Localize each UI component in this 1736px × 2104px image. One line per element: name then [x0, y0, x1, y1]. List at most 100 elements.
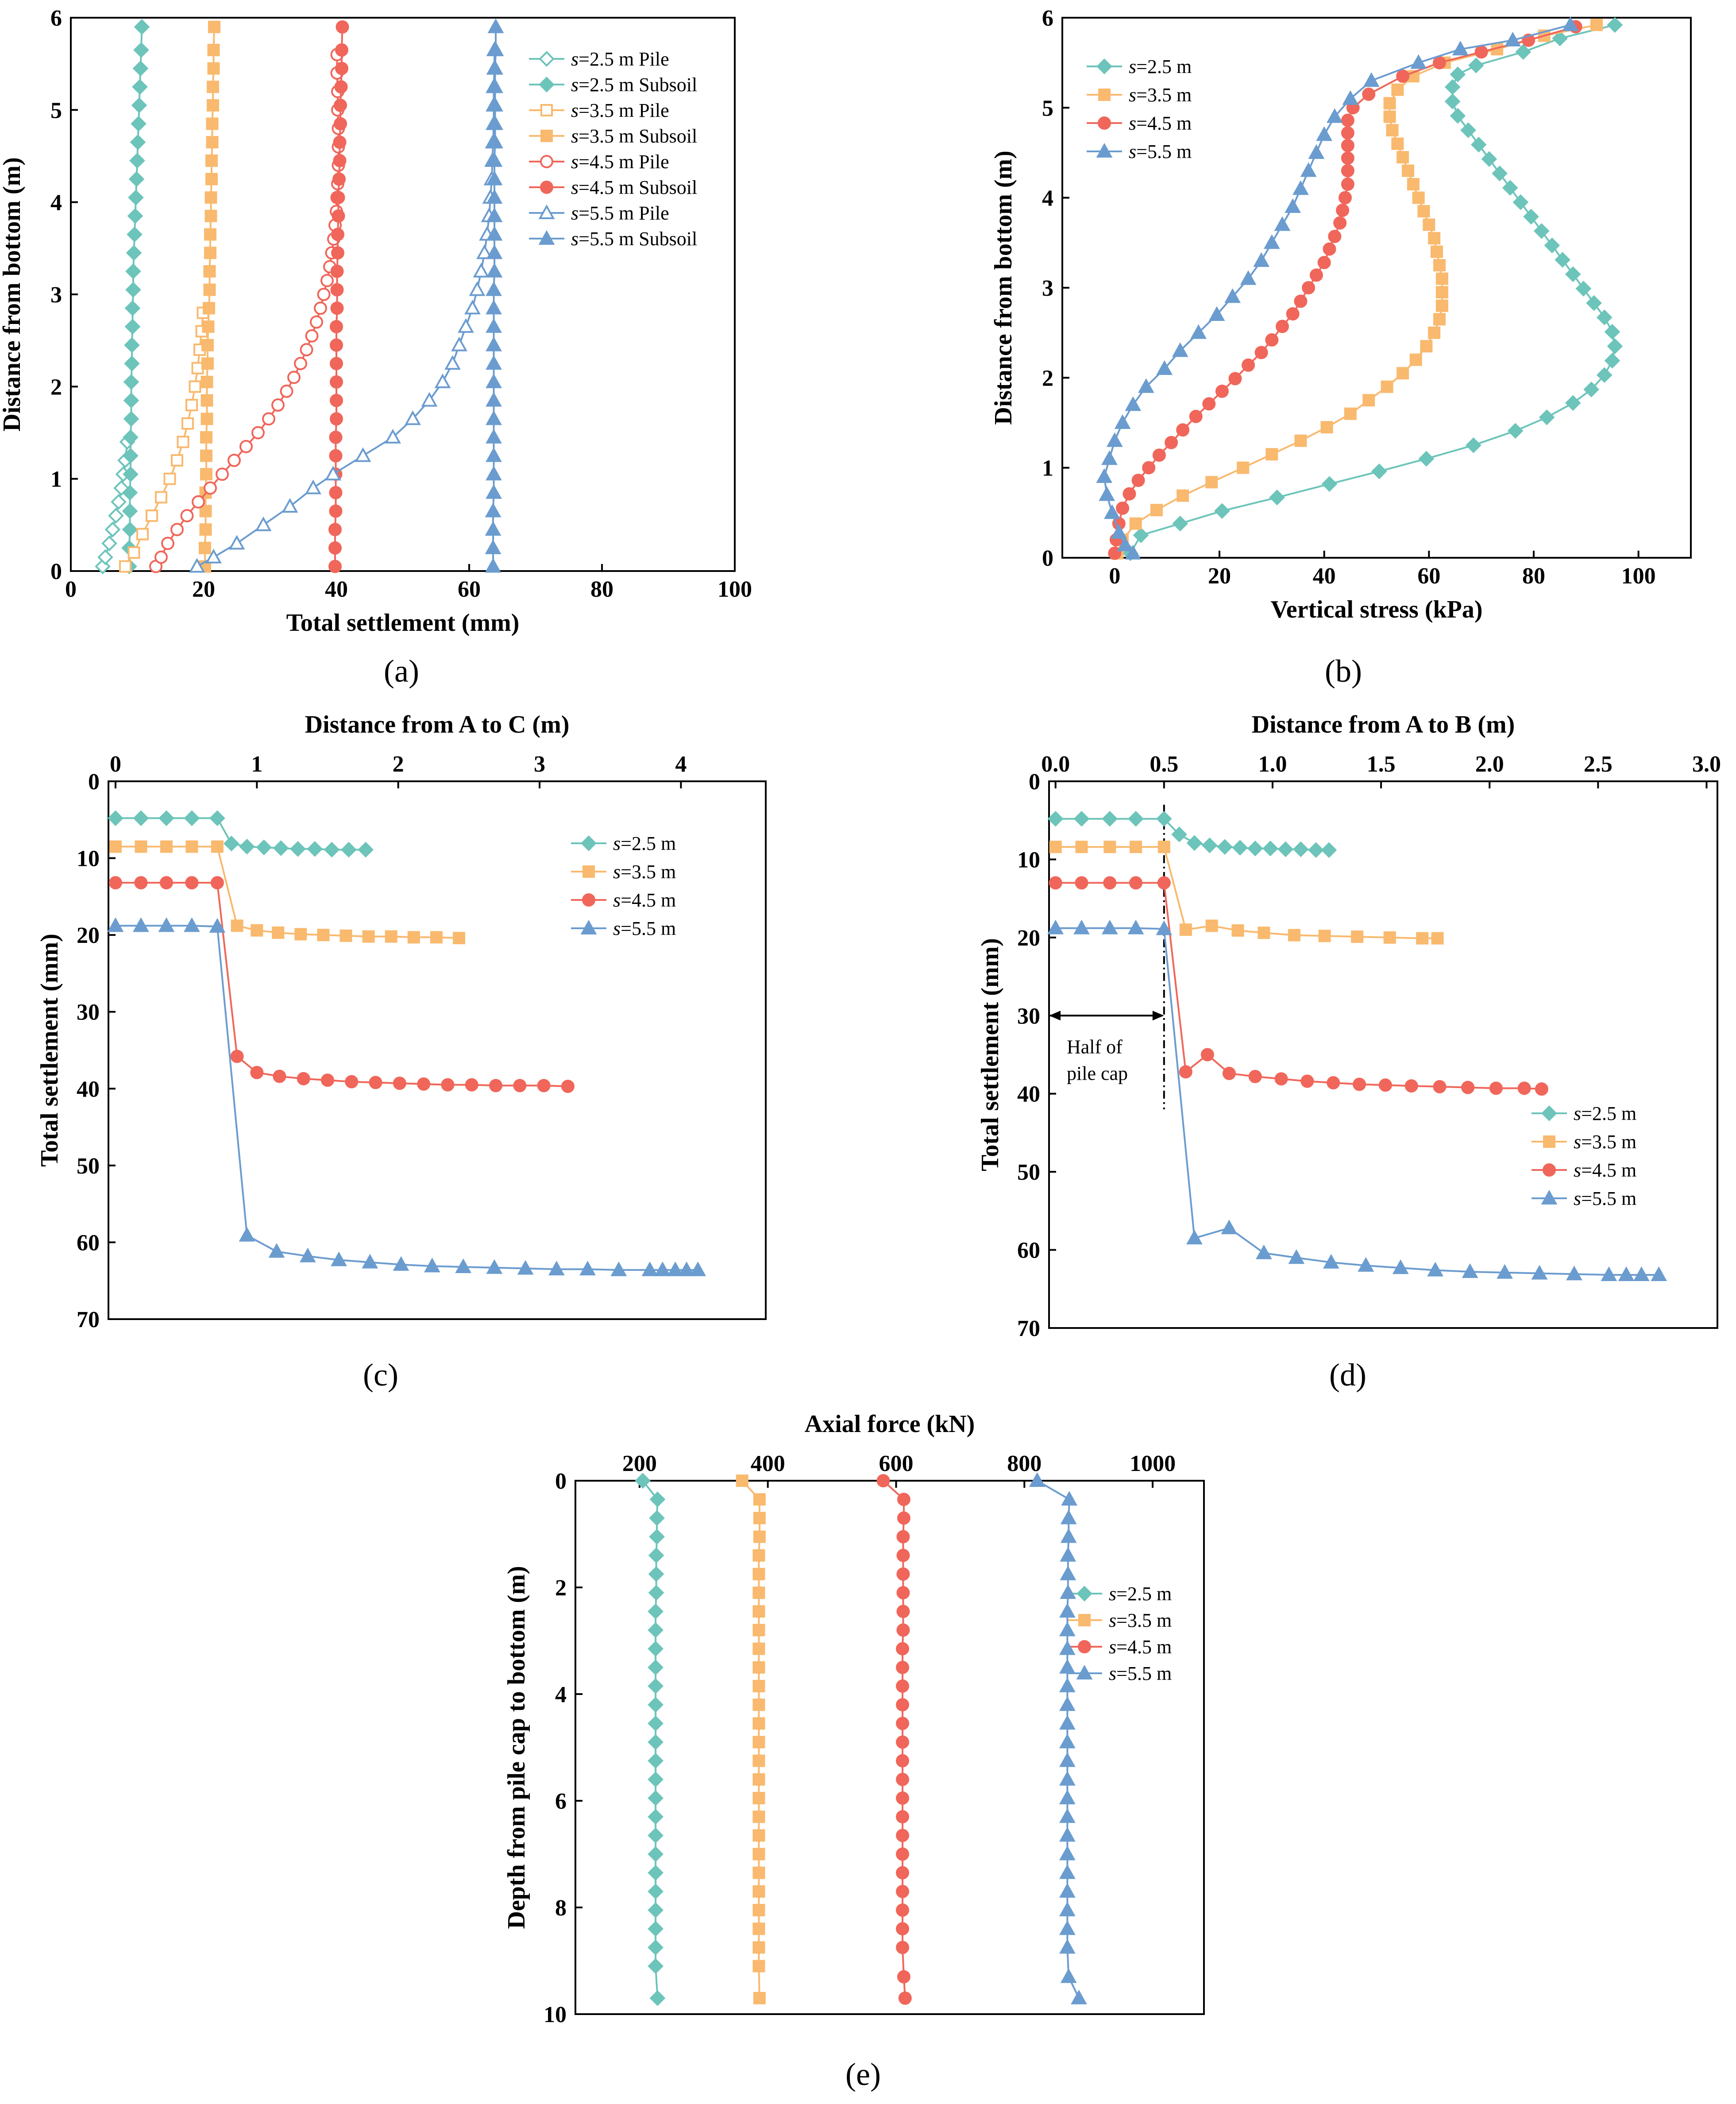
data-point: [122, 485, 138, 501]
data-point: [1123, 487, 1136, 501]
data-point: [204, 191, 217, 204]
data-point: [1172, 342, 1188, 357]
legend-label: s=4.5 m: [1574, 1159, 1636, 1181]
data-point: [328, 541, 342, 555]
data-point: [122, 503, 138, 519]
legend-label: s=2.5 m Subsoil: [571, 74, 697, 96]
data-point: [1462, 1263, 1478, 1278]
data-point: [1402, 164, 1414, 177]
x-tick-label: 0: [1109, 564, 1120, 589]
data-point: [1111, 524, 1127, 539]
data-point: [329, 486, 343, 499]
data-point: [1258, 927, 1270, 939]
data-point: [487, 97, 503, 112]
data-point: [1383, 97, 1396, 110]
data-point: [1190, 324, 1207, 339]
data-point: [262, 412, 275, 426]
arrow-head-left: [1049, 1011, 1061, 1021]
data-point: [199, 523, 212, 536]
series-2: [121, 19, 150, 575]
data-point: [1328, 230, 1342, 243]
x-tick-label: 40: [325, 577, 348, 602]
data-point: [485, 539, 502, 554]
data-point: [1130, 841, 1142, 853]
data-point: [1060, 1968, 1077, 1983]
x-tick-label: 1: [251, 752, 262, 777]
data-point: [648, 1566, 664, 1582]
data-point: [385, 930, 397, 943]
data-point: [321, 1073, 334, 1087]
data-point: [177, 436, 189, 448]
data-point: [489, 1079, 503, 1093]
data-point: [487, 134, 503, 149]
x-axis-title: Axial force (kN): [805, 1410, 975, 1438]
data-point: [1481, 151, 1497, 167]
data-point: [181, 417, 194, 430]
data-point: [1318, 930, 1331, 942]
data-point: [132, 60, 149, 77]
data-point: [330, 301, 344, 315]
data-point: [205, 154, 218, 167]
data-point: [1386, 124, 1399, 137]
data-point: [331, 228, 344, 241]
data-point: [133, 42, 149, 58]
data-point: [210, 876, 224, 890]
data-point: [207, 81, 219, 93]
legend-marker: [580, 919, 597, 934]
data-point: [133, 810, 149, 826]
data-point: [1383, 931, 1396, 944]
data-point: [465, 1078, 478, 1092]
data-point: [185, 876, 199, 890]
data-point: [128, 171, 145, 187]
x-tick-label: 0.5: [1150, 752, 1178, 777]
data-point: [1133, 527, 1149, 543]
legend-marker: [538, 230, 555, 245]
data-point: [1059, 1733, 1076, 1749]
data-point: [201, 394, 213, 407]
data-point: [753, 1493, 766, 1506]
data-point: [648, 1715, 664, 1732]
series-line: [116, 882, 568, 1088]
data-point: [1060, 1528, 1077, 1543]
data-point: [1200, 1048, 1214, 1062]
data-point: [109, 840, 122, 853]
data-point: [207, 62, 220, 75]
data-point: [895, 1698, 909, 1712]
data-point: [1047, 811, 1064, 827]
data-point: [648, 1641, 664, 1657]
data-point: [1240, 270, 1257, 285]
data-point: [648, 1678, 664, 1694]
data-point: [1407, 178, 1420, 191]
data-point: [1341, 164, 1354, 178]
y-tick-label: 30: [1017, 1004, 1040, 1029]
data-point: [133, 917, 149, 932]
data-point: [192, 495, 205, 509]
data-point: [897, 1511, 910, 1525]
series-3: [1049, 876, 1548, 1096]
data-point: [1292, 841, 1309, 857]
data-point: [185, 840, 198, 853]
data-point: [334, 117, 347, 131]
data-point: [330, 357, 343, 371]
data-point: [155, 491, 167, 504]
series-line: [1130, 24, 1616, 554]
y-tick-label: 10: [544, 2002, 567, 2027]
legend-marker: [1078, 1640, 1091, 1653]
data-point: [1127, 919, 1144, 934]
legend-marker: [582, 893, 595, 907]
data-point: [1265, 448, 1278, 461]
data-point: [282, 498, 298, 513]
data-point: [1292, 180, 1309, 195]
data-point: [201, 413, 213, 425]
data-point: [335, 43, 348, 57]
data-point: [1172, 515, 1188, 532]
data-point: [231, 919, 243, 932]
x-tick-label: 100: [718, 577, 752, 602]
data-point: [476, 244, 493, 259]
data-point: [752, 1791, 765, 1804]
data-point: [1186, 1229, 1203, 1245]
y-tick-label: 6: [1042, 6, 1053, 31]
data-point: [667, 1261, 684, 1276]
data-point: [1059, 1939, 1076, 1954]
data-point: [317, 288, 331, 301]
